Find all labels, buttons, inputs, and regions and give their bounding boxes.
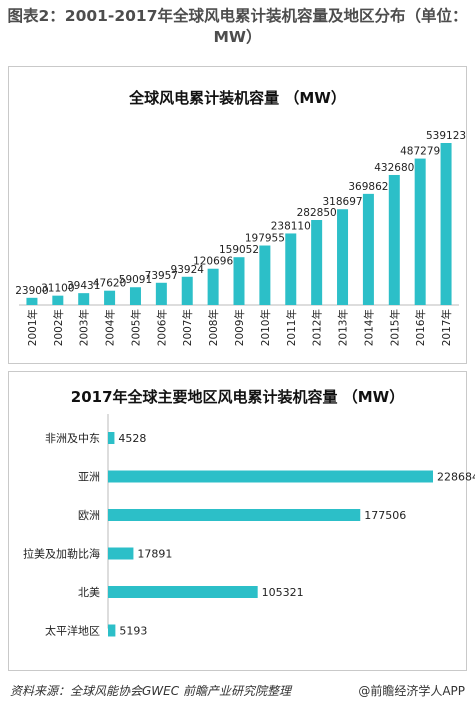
chart-panel-cumulative: 全球风电累计装机容量 （MW） 23900 2001年 31100 2002年 3943…	[8, 66, 467, 364]
bar-2011年	[285, 233, 297, 305]
data-label: 238110	[271, 220, 311, 232]
x-tick-label: 2003年	[78, 309, 91, 346]
data-label: 120696	[193, 256, 233, 268]
bar-拉美及加勒比海	[108, 547, 134, 560]
x-tick-label: 2015年	[388, 309, 401, 346]
bar-2014年	[362, 193, 374, 305]
bar-2012年	[311, 220, 323, 305]
data-label: 23900	[15, 285, 48, 297]
data-label: 5193	[119, 625, 147, 638]
x-tick-label: 2012年	[311, 309, 324, 346]
bar-太平洋地区	[108, 624, 116, 637]
bar-2004年	[104, 290, 116, 305]
x-tick-label: 2005年	[129, 309, 142, 346]
data-label: 228684	[437, 471, 475, 484]
bar-欧洲	[108, 509, 361, 521]
footer-credit: @前瞻经济学人APP	[358, 684, 465, 698]
data-label: 39431	[67, 280, 100, 292]
x-tick-label: 2014年	[362, 309, 375, 346]
y-tick-label: 拉美及加勒比海	[23, 547, 100, 561]
y-tick-label: 太平洋地区	[45, 624, 100, 638]
x-tick-label: 2017年	[440, 309, 453, 346]
x-tick-label: 2008年	[207, 309, 220, 346]
bar-非洲及中东	[108, 432, 115, 444]
x-tick-label: 2001年	[26, 309, 39, 346]
data-label: 282850	[297, 207, 337, 219]
y-tick-label: 北美	[78, 586, 100, 599]
data-label: 539123	[426, 130, 466, 142]
x-tick-label: 2009年	[233, 309, 246, 346]
chart-cumulative-capacity: 23900 2001年 31100 2002年 39431 2003年 47620 2004年…	[15, 130, 466, 346]
bar-2013年	[337, 209, 349, 305]
bar-亚洲	[108, 470, 433, 483]
data-label: 487279	[400, 146, 440, 158]
bar-2010年	[259, 245, 271, 305]
data-label: 159052	[219, 244, 259, 256]
x-tick-label: 2010年	[259, 309, 272, 346]
bar-2002年	[52, 295, 64, 305]
chart-title-regional: 2017年全球主要地区风电累计装机容量 （MW）	[70, 388, 405, 406]
x-tick-label: 2006年	[155, 309, 168, 346]
x-tick-label: 2016年	[414, 309, 427, 346]
data-label: 73957	[145, 270, 178, 282]
y-tick-label: 欧洲	[78, 509, 100, 522]
data-label: 47620	[93, 278, 126, 290]
bar-2008年	[207, 268, 219, 305]
figure-title: 图表2：2001-2017年全球风电累计装机容量及地区分布（单位：MW）	[7, 7, 468, 46]
bar-2005年	[129, 287, 141, 305]
chart-regional-capacity: 非洲及中东 4528 亚洲 228684 欧洲 177506 拉美及加勒比海 17891 北美 1…	[23, 414, 475, 638]
data-label: 17891	[137, 548, 172, 561]
data-label: 31100	[41, 283, 74, 295]
bar-2009年	[233, 257, 245, 305]
data-label: 59091	[119, 274, 152, 286]
bar-北美	[108, 586, 258, 598]
chart-title-cumulative: 全球风电累计装机容量 （MW）	[129, 89, 346, 107]
bar-2017年	[440, 143, 452, 305]
footer-source: 资料来源：全球风能协会GWEC 前瞻产业研究院整理	[10, 684, 291, 698]
data-label: 318697	[322, 196, 362, 208]
data-label: 177506	[364, 509, 406, 522]
data-label: 197955	[245, 233, 285, 245]
data-label: 93924	[171, 264, 205, 276]
bar-2006年	[155, 282, 167, 305]
bar-2007年	[181, 276, 193, 305]
data-label: 105321	[262, 586, 304, 599]
bar-2003年	[78, 293, 90, 305]
bar-2001年	[26, 297, 38, 305]
x-tick-label: 2002年	[52, 309, 65, 346]
data-label: 432680	[374, 162, 414, 174]
bar-2015年	[388, 174, 400, 305]
x-tick-label: 2013年	[337, 309, 350, 346]
bar-2016年	[414, 158, 426, 305]
data-label: 4528	[118, 432, 146, 445]
x-tick-label: 2011年	[285, 309, 298, 346]
x-tick-label: 2007年	[181, 309, 194, 346]
y-tick-label: 非洲及中东	[45, 432, 100, 445]
data-label: 369862	[348, 181, 388, 193]
y-tick-label: 亚洲	[78, 471, 100, 484]
chart-panel-regional: 2017年全球主要地区风电累计装机容量 （MW） 非洲及中东 4528 亚洲 2286…	[8, 371, 475, 671]
x-tick-label: 2004年	[104, 309, 117, 346]
